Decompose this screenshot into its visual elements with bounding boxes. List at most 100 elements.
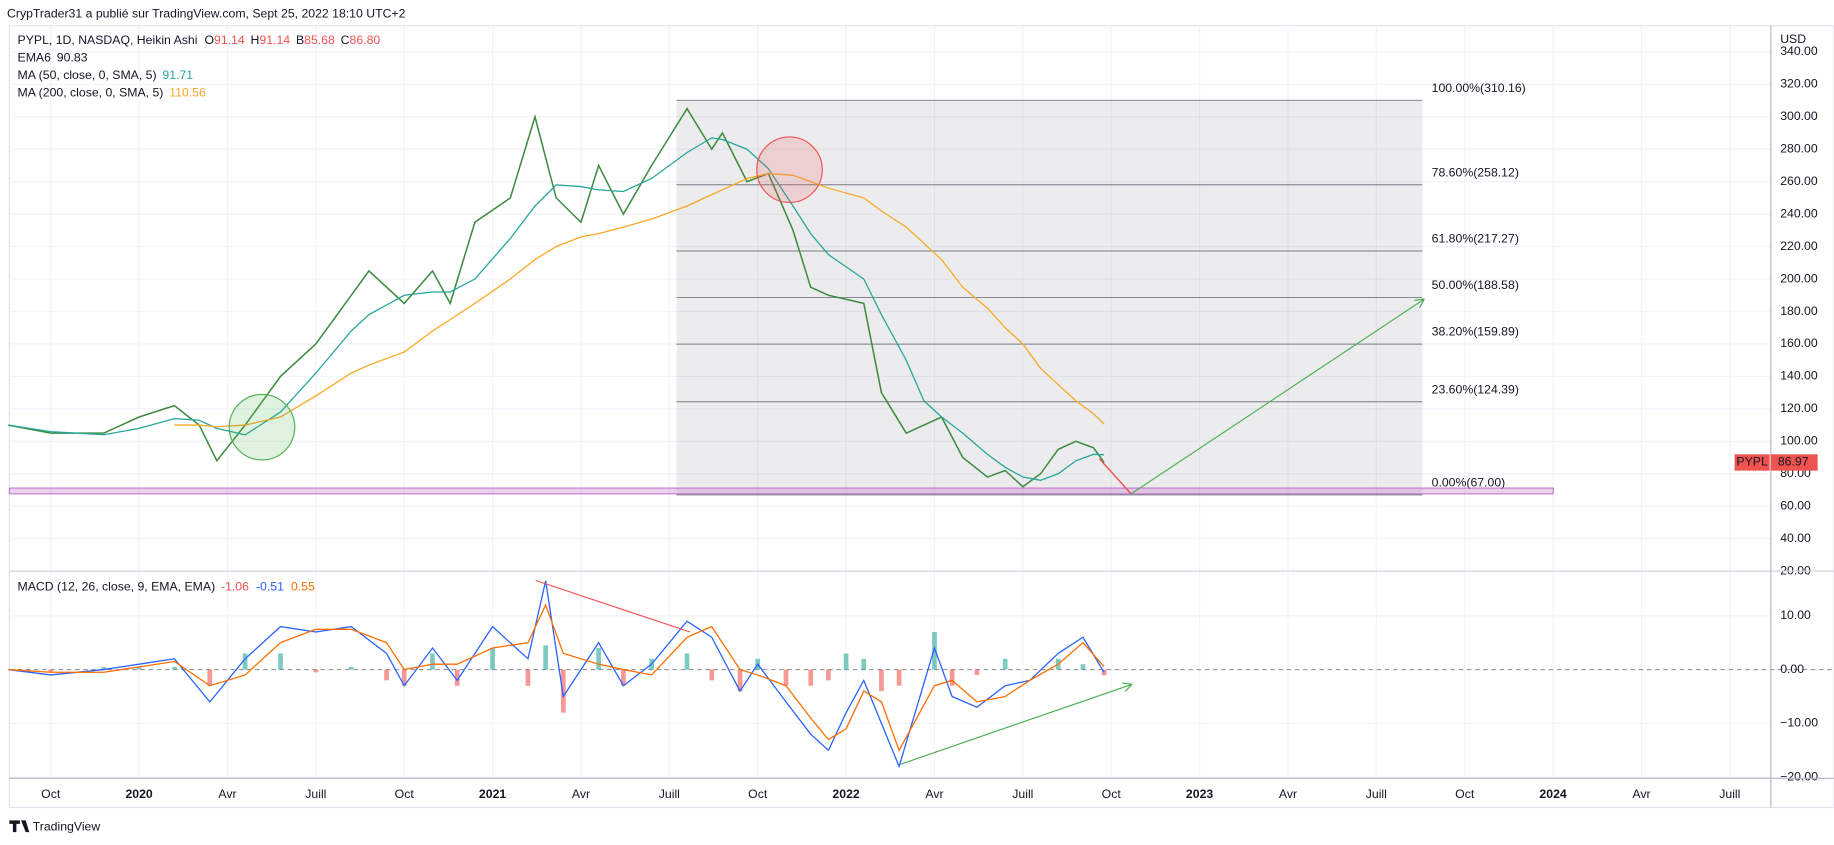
macd-histogram-bar — [543, 645, 548, 670]
y-tick-label: 0.00 — [1780, 662, 1804, 676]
y-tick-label: −20.00 — [1780, 769, 1818, 783]
macd-histogram-bar — [348, 666, 354, 670]
macd-histogram-bar — [826, 669, 831, 681]
x-tick-label: Juill — [1366, 787, 1387, 801]
macd-histogram-bar — [684, 653, 690, 670]
y-tick-label: 100.00 — [1780, 434, 1818, 448]
golden-cross-circle — [228, 393, 296, 461]
chart-frame — [8, 25, 1834, 809]
macd-histogram-bar — [709, 669, 715, 681]
fib-label: 100.00%(310.16) — [1432, 81, 1526, 95]
chart-layer: Oct 2020 Avr Juill Oct 2021 Avr Juill Oct 2022 Avr… — [8, 25, 1834, 808]
indicator-line — [8, 580, 1105, 769]
macd-histogram-bar — [490, 648, 495, 670]
legend-ohlc-key: O — [204, 33, 214, 47]
y-tick-label: 10.00 — [1780, 608, 1811, 622]
legend-study: EMA6 90.83 — [18, 51, 88, 65]
macd-histogram-bar — [401, 669, 407, 686]
y-tick-label: 120.00 — [1780, 401, 1818, 415]
macd-histogram-bar — [949, 669, 955, 686]
legend-symbol: PYPL, 1D, NASDAQ, Heikin Ashi — [18, 33, 198, 47]
legend-study-name: EMA6 — [18, 51, 52, 65]
macd-histogram-bar — [454, 669, 460, 686]
x-tick-label: 2023 — [1186, 787, 1213, 801]
projection-up — [1130, 300, 1423, 495]
macd-histogram-bar — [621, 669, 626, 686]
macd-divergence-line — [535, 579, 691, 633]
y-tick-label: 220.00 — [1780, 239, 1818, 253]
macd-histogram-bar — [1080, 664, 1086, 670]
legend-ohlc-value: 86.80 — [350, 33, 381, 47]
macd-histogram-bar — [560, 669, 566, 713]
y-tick-label: −10.00 — [1780, 716, 1818, 730]
legend-ohlc-key: C — [341, 33, 350, 47]
macd-histogram-bar — [278, 653, 283, 670]
legend-ohlc-value: 91.14 — [259, 33, 290, 47]
macd-histogram-bar — [48, 669, 54, 673]
legend-ohlc-key: B — [296, 33, 304, 47]
price-tag-symbol: PYPL — [1736, 455, 1768, 469]
fib-label: 38.20%(159.89) — [1432, 325, 1519, 339]
y-tick-label: 160.00 — [1780, 336, 1818, 350]
indicator-line — [8, 603, 1105, 752]
x-tick-label: Oct — [1455, 787, 1475, 801]
x-tick-label: Oct — [395, 787, 415, 801]
legend-ma-name: MA (200, close, 0, SMA, 5) — [18, 86, 164, 100]
macd-histogram-bar — [207, 669, 213, 686]
macd-histogram-bar — [896, 669, 902, 686]
price-line — [8, 107, 1105, 488]
fib-label: 78.60%(258.12) — [1432, 165, 1519, 179]
x-tick-label: 2020 — [125, 787, 152, 801]
legend-study-value: 90.83 — [57, 51, 88, 65]
macd-hist-value: -1.06 — [221, 580, 249, 594]
annotations — [8, 136, 1554, 765]
x-tick-label: Oct — [748, 787, 768, 801]
x-tick-label: Oct — [1102, 787, 1122, 801]
macd-histogram-bar — [808, 669, 814, 686]
y-tick-label: 140.00 — [1780, 369, 1818, 383]
y-tick-label: 180.00 — [1780, 304, 1818, 318]
macd-histogram-bar — [843, 653, 849, 670]
price-tag-symbol-bg — [1734, 454, 1770, 471]
y-tick-label: 60.00 — [1780, 498, 1811, 512]
y-tick-label: 260.00 — [1780, 174, 1818, 188]
legend-ma-value: 110.56 — [169, 86, 206, 100]
footer-logo: TradingView — [9, 820, 100, 834]
y-tick-label: 200.00 — [1780, 271, 1818, 285]
macd-histogram-bar — [525, 669, 531, 686]
macd-histogram-bar — [136, 666, 142, 670]
macd-histogram-bar — [430, 653, 435, 670]
macd-legend-value: 0.55 — [291, 580, 315, 594]
macd-histogram-bar — [974, 669, 980, 675]
x-tick-label: Avr — [1279, 787, 1297, 801]
price-tag-value-bg — [1770, 454, 1818, 471]
x-tick-label: Oct — [41, 787, 61, 801]
macd-divergence-arrow — [900, 685, 1131, 765]
macd-legend: MACD (12, 26, close, 9, EMA, EMA) -1.06 -0… — [18, 580, 315, 594]
x-tick-label: Avr — [1632, 787, 1650, 801]
attribution: CrypTrader31 a publié sur TradingView.co… — [7, 6, 406, 20]
macd-histogram-bar — [932, 631, 937, 670]
x-tick-label: Avr — [925, 787, 943, 801]
macd-histogram-bar — [313, 669, 319, 673]
macd-legend-value: -0.51 — [256, 580, 284, 594]
macd-histogram-bar — [242, 653, 248, 670]
price-tag-value: 86.97 — [1778, 455, 1809, 469]
x-tick-label: 2021 — [479, 787, 506, 801]
legend-ohlc-value: 85.68 — [304, 33, 335, 47]
footer-brand: TradingView — [33, 820, 101, 834]
macd-histogram-bar — [737, 669, 743, 692]
legend-ohlc-value: 91.14 — [214, 33, 245, 47]
support-band — [8, 487, 1554, 495]
fib-label: 0.00%(67.00) — [1432, 475, 1506, 489]
y-tick-label: 340.00 — [1780, 44, 1818, 58]
legend-ma: MA (200, close, 0, SMA, 5) 110.56 — [18, 86, 206, 100]
logo-icon — [9, 820, 30, 833]
y-tick-label: 40.00 — [1780, 531, 1811, 545]
macd-histogram-bar — [1002, 658, 1008, 670]
y-tick-label: 20.00 — [1780, 563, 1811, 577]
legend-ma-value: 91.71 — [162, 68, 193, 82]
